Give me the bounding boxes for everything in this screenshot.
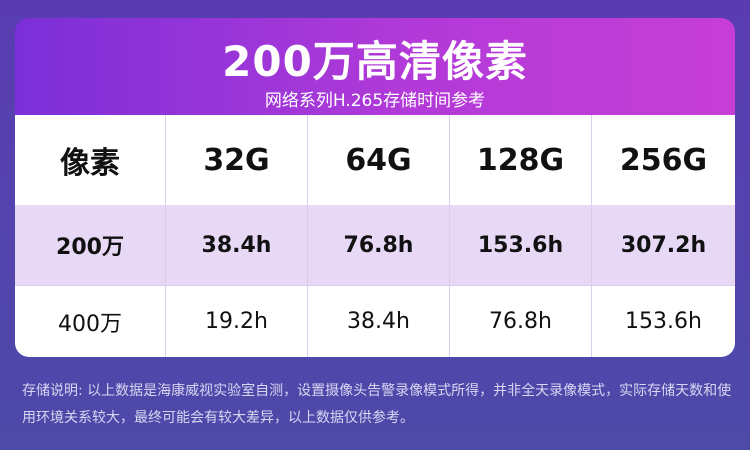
table-cell: 307.2h bbox=[591, 205, 735, 285]
table-cell: 153.6h bbox=[591, 285, 735, 357]
subtitle: 网络系列H.265存储时间参考 bbox=[264, 91, 486, 111]
table-cell: 76.8h bbox=[307, 205, 449, 285]
table-cell: 38.4h bbox=[165, 205, 307, 285]
column-header: 256G bbox=[591, 115, 735, 205]
table-cell: 76.8h bbox=[449, 285, 591, 357]
column-header: 128G bbox=[449, 115, 591, 205]
table: 像素 32G 64G 128G 256G 200万 38.4h 76.8h 153.6h 307.… bbox=[15, 115, 735, 357]
column-header: 64G bbox=[307, 115, 449, 205]
title: 200万高清像素 bbox=[222, 37, 528, 86]
table-cell: 38.4h bbox=[307, 285, 449, 357]
column-header: 像素 bbox=[60, 146, 120, 181]
column-header: 32G bbox=[165, 115, 307, 205]
table-cell: 19.2h bbox=[165, 285, 307, 357]
table-cell: 153.6h bbox=[449, 205, 591, 285]
row-header: 400万 bbox=[15, 285, 165, 357]
footnote: 存储说明: 以上数据是海康威视实验室自测，设置摄像头告警录像模式所得，并非全天录… bbox=[22, 383, 732, 426]
row-header: 200万 bbox=[15, 205, 165, 285]
header: 200万高清像素 网络系列H.265存储时间参考 bbox=[15, 18, 735, 115]
